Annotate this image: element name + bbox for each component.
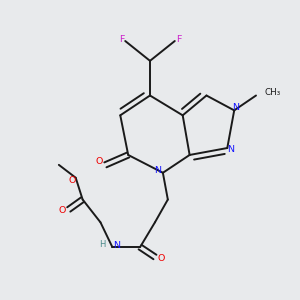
Text: N: N bbox=[227, 145, 234, 154]
Text: CH₃: CH₃ bbox=[264, 88, 280, 97]
Text: F: F bbox=[176, 35, 181, 44]
Text: O: O bbox=[158, 254, 165, 263]
Text: N: N bbox=[232, 103, 239, 112]
Text: F: F bbox=[119, 35, 124, 44]
Text: H: H bbox=[99, 240, 106, 249]
Text: N: N bbox=[113, 241, 120, 250]
Text: O: O bbox=[68, 176, 76, 185]
Text: O: O bbox=[58, 206, 66, 215]
Text: N: N bbox=[154, 166, 161, 175]
Text: O: O bbox=[95, 158, 103, 166]
